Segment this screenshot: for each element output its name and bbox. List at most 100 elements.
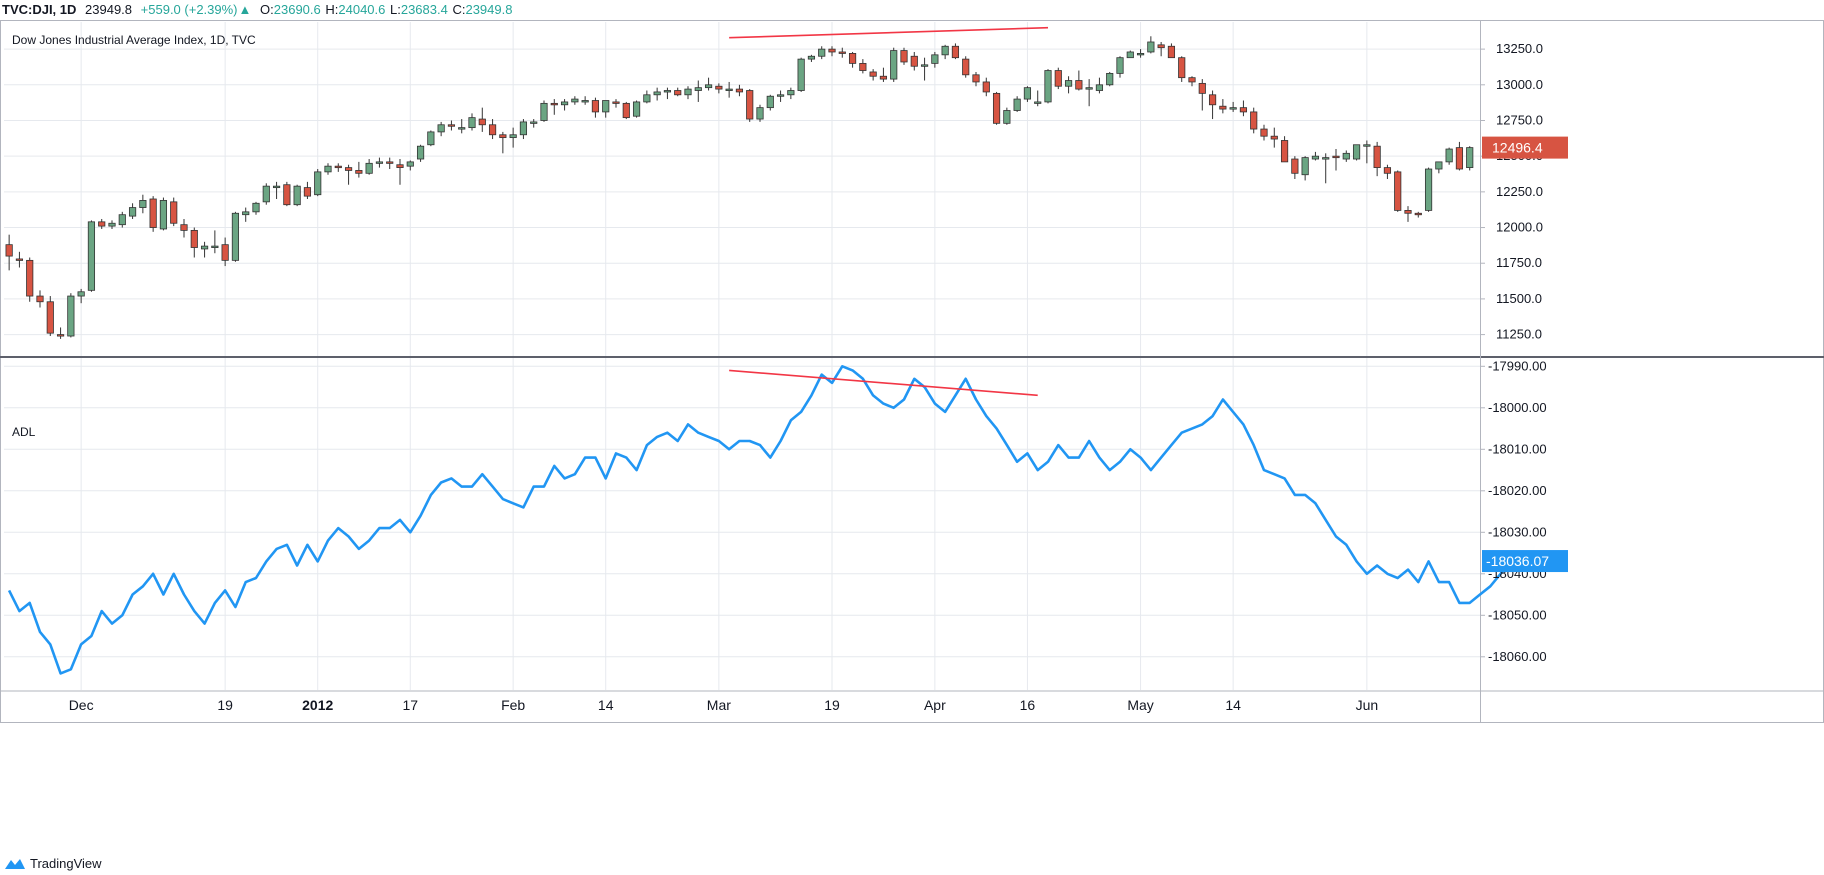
candle-body — [715, 85, 723, 90]
candle-body — [1260, 128, 1268, 137]
adl-axis-label: -18030.00 — [1488, 524, 1547, 539]
candle-body — [519, 121, 528, 136]
candle-body — [170, 201, 178, 224]
candle-body — [344, 167, 353, 171]
candle-body — [231, 212, 240, 261]
candle-body — [725, 88, 733, 91]
candle-body — [242, 211, 250, 216]
candle-body — [252, 202, 260, 213]
candle-body — [509, 134, 517, 139]
adl-axis-label: -18020.00 — [1488, 483, 1547, 498]
candle-body — [1373, 145, 1381, 168]
candle-body — [396, 164, 404, 168]
candle-body — [77, 291, 85, 297]
brand-name: TradingView — [30, 856, 102, 871]
candle-body — [962, 58, 970, 76]
candle-body — [1095, 84, 1104, 91]
candle-body — [879, 75, 888, 80]
candle-body — [1404, 210, 1412, 214]
time-axis-label: Mar — [707, 697, 731, 713]
candle-body — [766, 95, 774, 109]
candle-body — [1301, 157, 1309, 176]
symbol-name[interactable]: TVC:DJI, 1D — [2, 2, 77, 17]
time-axis-label: 16 — [1020, 697, 1036, 713]
candle-body — [797, 58, 805, 91]
candle-body — [972, 74, 980, 83]
candle-body — [67, 295, 75, 337]
candle-body — [26, 259, 34, 297]
adl-axis-label: -18000.00 — [1488, 400, 1547, 415]
candle-body — [838, 51, 846, 54]
chart-frame — [0, 20, 1824, 723]
candle-body — [1311, 155, 1320, 160]
candle-body — [5, 244, 13, 257]
candle-body — [550, 102, 558, 106]
adl-pane-title: ADL — [12, 425, 36, 439]
candle-body — [1034, 101, 1042, 104]
candle-body — [447, 124, 456, 127]
candle-body — [828, 48, 836, 53]
time-axis-label: May — [1127, 697, 1153, 713]
candle-body — [406, 161, 414, 167]
tradingview-brand[interactable]: TradingView — [4, 856, 102, 871]
candle-body — [1126, 51, 1134, 59]
trendlines — [729, 26, 1049, 397]
candle-body — [1352, 144, 1361, 160]
adl-axis-label: -18010.00 — [1488, 441, 1547, 456]
candle-body — [293, 185, 301, 206]
low-label: L: — [390, 2, 401, 17]
candle-body — [920, 64, 929, 67]
candle-body — [334, 165, 342, 169]
candle-body — [1157, 44, 1165, 49]
candle-body — [375, 161, 384, 164]
tradingview-logo-icon — [5, 858, 25, 869]
candle-body — [283, 184, 291, 206]
candle-body — [694, 87, 702, 91]
candle-body — [622, 102, 630, 119]
price-last-label: 12496.4 — [1492, 140, 1543, 156]
candle-body — [1394, 171, 1402, 211]
candle-body — [262, 185, 270, 203]
candle-body — [365, 162, 373, 174]
outer-border — [0, 20, 1824, 723]
high-label: H: — [325, 2, 339, 17]
candle-body — [118, 214, 126, 226]
candle-body — [1332, 155, 1340, 159]
time-axis-label: Dec — [69, 697, 94, 713]
low-value: 23683.4 — [400, 2, 448, 17]
candle-body — [571, 98, 579, 103]
adl-series — [7, 364, 1533, 675]
candle-body — [180, 224, 188, 231]
candle-body — [1466, 147, 1474, 168]
time-axis-label: Feb — [501, 697, 525, 713]
price-axis-label: 12750.0 — [1496, 112, 1543, 127]
candle-body — [1229, 107, 1237, 110]
candle-body — [1147, 41, 1155, 53]
candle-body — [735, 88, 744, 93]
symbol-header: TVC:DJI, 1D 23949.8 +559.0 (+2.39%)▲ O:2… — [2, 2, 513, 17]
candle-body — [684, 88, 692, 96]
candle-body — [560, 101, 569, 106]
candle-body — [108, 222, 116, 227]
candle-body — [56, 334, 65, 337]
price-axis-label: 13000.0 — [1496, 77, 1543, 92]
candle-body — [591, 100, 600, 113]
candle-body — [1383, 167, 1392, 174]
candle-body — [1414, 212, 1422, 216]
candle-body — [314, 171, 322, 196]
price-axis-label: 12250.0 — [1496, 184, 1543, 199]
price-trendline — [729, 26, 1049, 39]
candle-body — [272, 185, 281, 189]
price-axis-label: 11500.0 — [1496, 291, 1542, 306]
price-grid — [4, 22, 1480, 356]
candle-body — [643, 94, 651, 103]
candles — [5, 36, 1474, 339]
candle-body — [1322, 157, 1330, 160]
close-value: 23949.8 — [465, 2, 513, 17]
candle-body — [612, 101, 620, 104]
candle-body — [468, 117, 476, 129]
candle-body — [386, 161, 394, 164]
price-axis-label: 12000.0 — [1496, 220, 1543, 235]
